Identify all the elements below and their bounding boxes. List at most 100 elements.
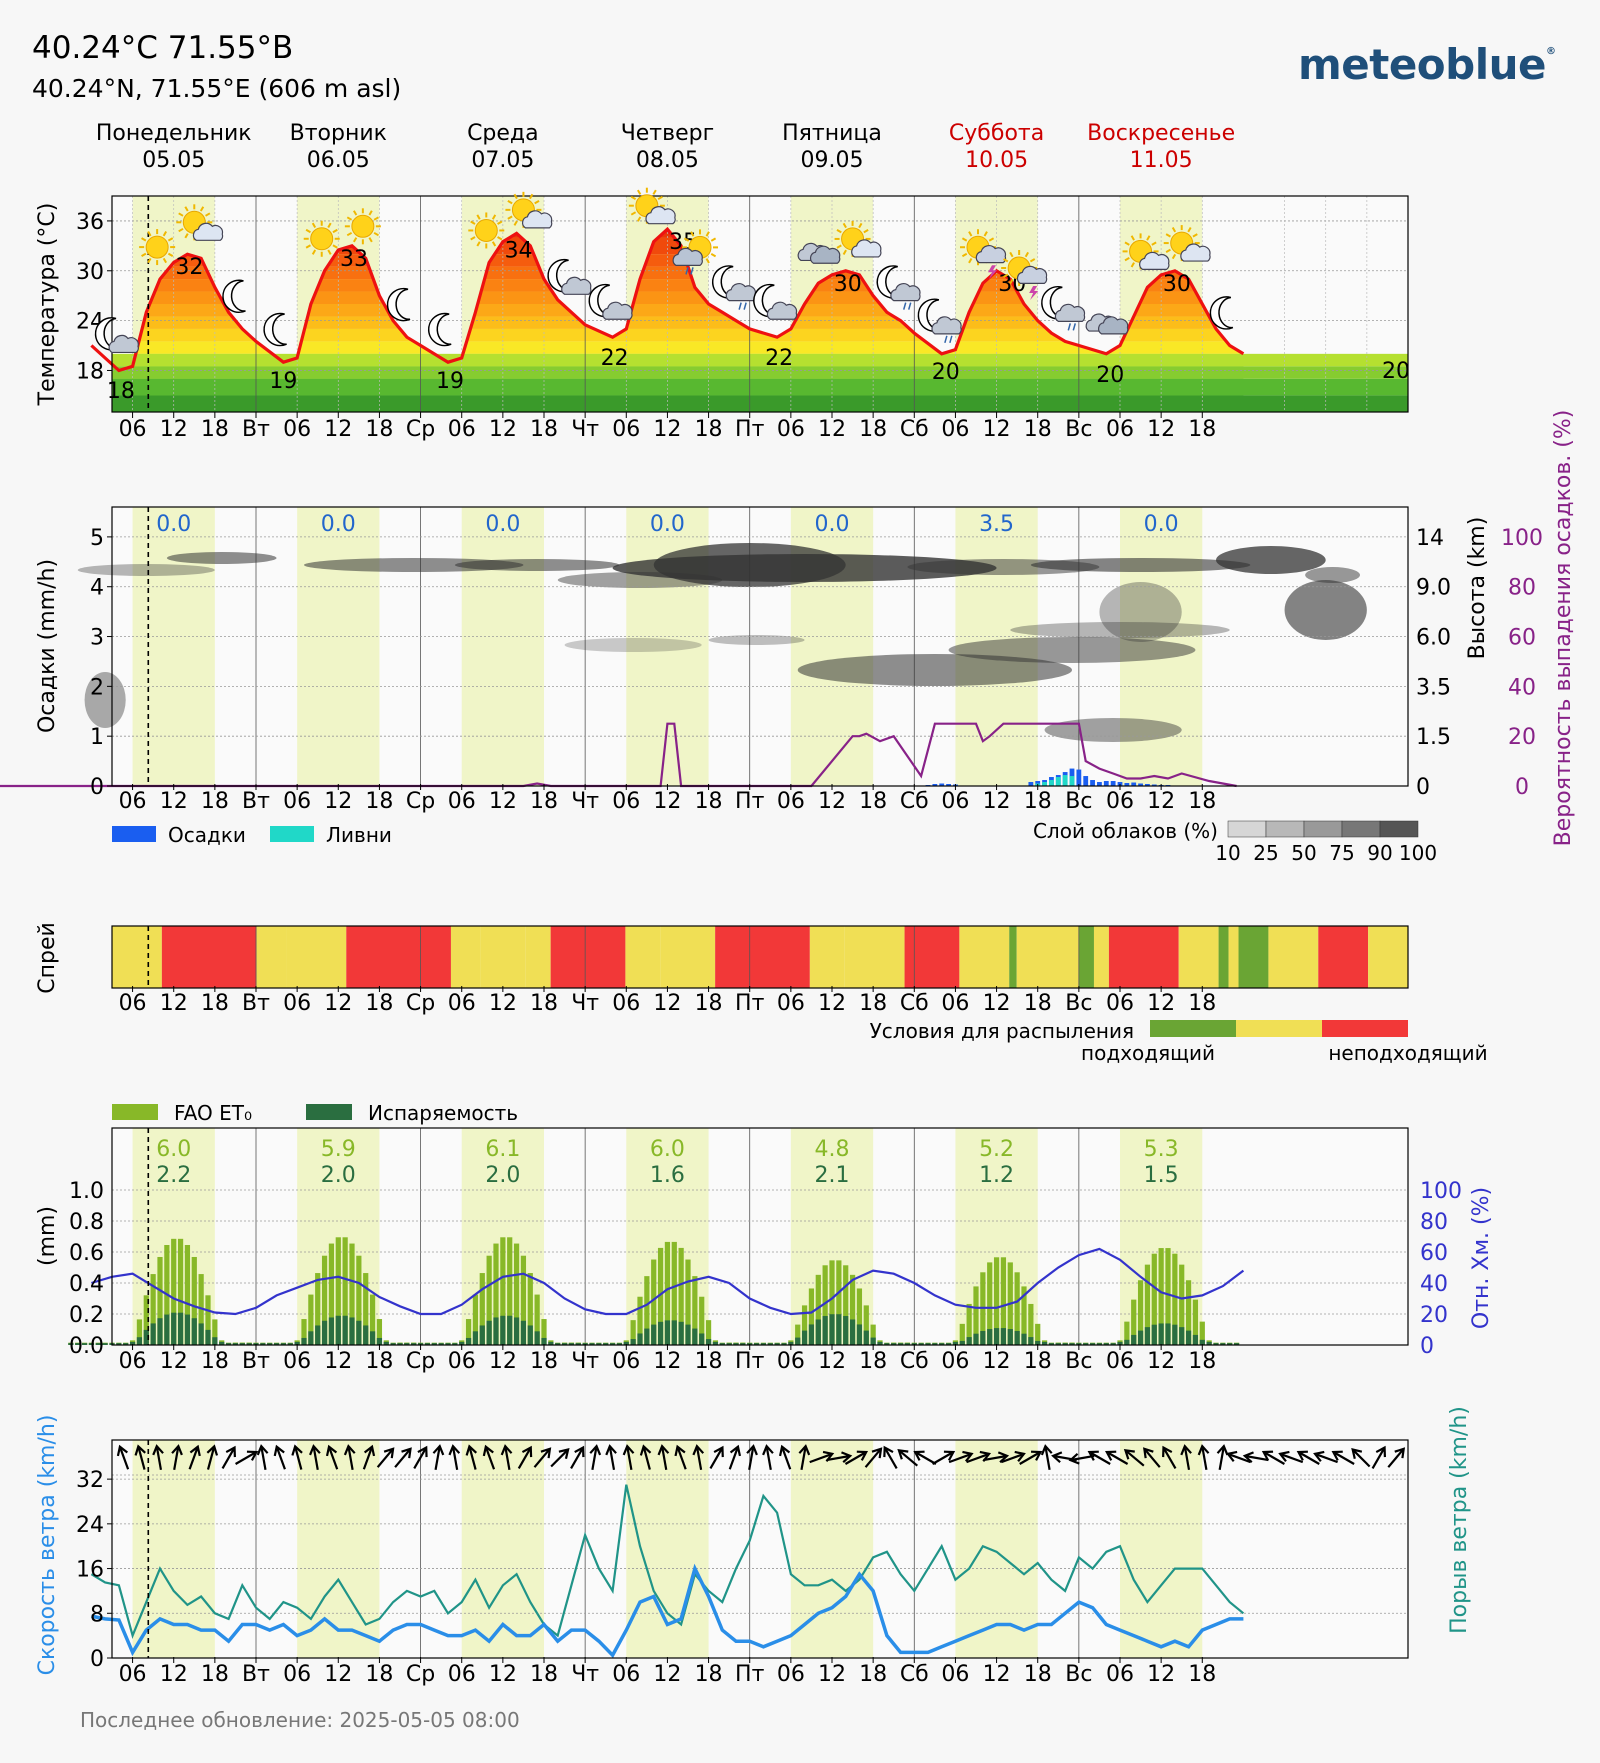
cloud-icon [797, 242, 841, 264]
x-tick-hour: 18 [530, 1349, 558, 1374]
wind-y-tick: 32 [76, 1468, 104, 1493]
evap-bar [568, 1343, 575, 1345]
evap-bar [966, 1337, 972, 1345]
humidity-line [91, 1247, 1245, 1316]
wind-arrow [517, 1445, 533, 1469]
evap-bar [1179, 1327, 1185, 1345]
evap-bar [589, 1343, 595, 1345]
x-tick-day-5: Сб [900, 991, 929, 1016]
wind-arrow [1040, 1444, 1053, 1471]
x-tick-hour: 18 [365, 1662, 393, 1687]
evap-bar [932, 1343, 938, 1345]
fao-bar [486, 1255, 492, 1345]
day-date-3: 08.05 [636, 148, 699, 173]
sun-storm-icon [1001, 250, 1048, 300]
x-tick-hour: 06 [941, 417, 969, 442]
x-tick-hour: 06 [941, 1662, 969, 1687]
fao-bar [1028, 1303, 1034, 1345]
evap-bar [918, 1343, 924, 1345]
fao-bar [1199, 1321, 1205, 1345]
spray-legend-title: Условия для распыления [870, 1019, 1134, 1043]
evap-bar [239, 1343, 245, 1345]
wind-arrow [1068, 1452, 1095, 1465]
evap-bar [383, 1341, 389, 1345]
cloud-legend-tick: 10 [1215, 841, 1240, 865]
x-tick-hour: 18 [1024, 417, 1052, 442]
et-ylabel: (mm) [35, 1206, 60, 1266]
daylight-band [132, 507, 215, 786]
evap-bar [424, 1343, 431, 1345]
x-tick-hour: 18 [859, 991, 887, 1016]
evap-bar [651, 1324, 657, 1345]
evap-bar [1199, 1339, 1205, 1345]
wind-arrow [376, 1447, 395, 1468]
wind-arrow [500, 1444, 513, 1471]
fao-bar [349, 1243, 355, 1345]
evap-bar [356, 1320, 362, 1345]
height-y-tick: 9.0 [1416, 576, 1451, 601]
x-tick-hour: 06 [119, 789, 147, 814]
spray-segment [256, 926, 287, 988]
spray-segment [1093, 926, 1109, 988]
probability-y-tick: 100 [1501, 526, 1543, 551]
fao-bar [705, 1320, 712, 1345]
temp-max-label: 32 [175, 255, 203, 280]
x-tick-day-4: Пт [735, 991, 765, 1016]
evap-bar [273, 1343, 280, 1345]
wind-arrow [1242, 1451, 1269, 1464]
fao-bar [500, 1237, 506, 1345]
fao-bar [651, 1259, 657, 1345]
temp-min-label: 19 [269, 369, 297, 394]
day-date-6: 11.05 [1130, 148, 1193, 173]
x-tick-hour: 06 [1106, 991, 1134, 1016]
fao-bar [479, 1273, 485, 1345]
fao-bar [1014, 1272, 1020, 1345]
daily-precip-total: 0.0 [156, 512, 191, 537]
evap-bar [1233, 1343, 1240, 1345]
wind-arrow [778, 1444, 792, 1470]
wind-arrow [550, 1448, 570, 1468]
precip-bar [1028, 782, 1034, 786]
fao-bar [801, 1305, 808, 1345]
wind-arrow [256, 1444, 269, 1471]
evap-bar [987, 1329, 993, 1345]
x-tick-day-2: Ср [406, 1349, 435, 1374]
evap-bar [452, 1343, 458, 1345]
fao-bar [1158, 1248, 1164, 1345]
wind-arrow [116, 1444, 130, 1470]
evap-bar [68, 1343, 74, 1345]
evap-bar [973, 1333, 979, 1345]
evap-daily-total: 1.5 [1144, 1163, 1179, 1188]
temp-max-label: 30 [834, 272, 862, 297]
precip-bar [1097, 782, 1102, 786]
sun-cloud-icon [628, 187, 676, 225]
x-tick-hour: 18 [695, 1349, 723, 1374]
meteoblue-logo[interactable]: meteoblue® [1298, 40, 1556, 89]
wind-arrow [1331, 1450, 1355, 1465]
day-date-4: 09.05 [801, 148, 864, 173]
x-tick-hour: 06 [1106, 417, 1134, 442]
x-tick-hour: 18 [530, 789, 558, 814]
x-tick-hour: 12 [160, 1662, 188, 1687]
precip-bar [1138, 783, 1143, 786]
fao-bar [870, 1324, 876, 1345]
evap-bar [1083, 1343, 1089, 1345]
evap-bar [191, 1318, 197, 1345]
et-y-tick: 0.4 [69, 1272, 104, 1297]
precip-bar [932, 784, 938, 786]
evap-bar [171, 1312, 177, 1345]
x-tick-hour: 12 [983, 991, 1011, 1016]
evap-bar [959, 1340, 965, 1345]
x-tick-day-2: Ср [406, 789, 435, 814]
temp-min-label: 20 [932, 360, 960, 385]
evap-bar [1041, 1341, 1048, 1345]
panel-border [111, 925, 1409, 989]
evap-bar [219, 1341, 225, 1345]
evap-bar [870, 1337, 876, 1345]
evap-daily-total: 1.2 [979, 1163, 1014, 1188]
et-y-tick: 1.0 [69, 1179, 104, 1204]
evap-bar [822, 1316, 828, 1345]
x-tick-day-1: Вт [242, 417, 270, 442]
precip-ylabel: Осадки (mm/h) [35, 559, 60, 733]
legend-label-evap: Испаряемость [368, 1101, 518, 1125]
